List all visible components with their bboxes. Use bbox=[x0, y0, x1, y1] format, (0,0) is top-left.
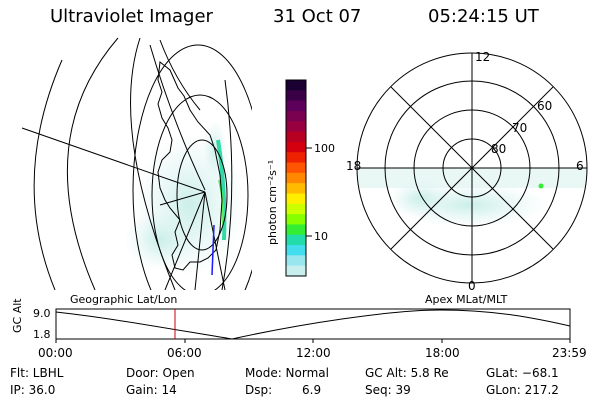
colorbar-band bbox=[286, 121, 306, 133]
colorbar-frame bbox=[285, 79, 307, 277]
altitude-ylabel: GC Alt bbox=[11, 298, 24, 333]
colorbar-band bbox=[286, 234, 306, 246]
latitude-circle bbox=[151, 94, 249, 290]
altitude-ymax: 9.0 bbox=[33, 307, 51, 320]
lat-label-70: 70 bbox=[512, 121, 527, 135]
status-glat: GLat: −68.1 bbox=[486, 366, 559, 380]
station-marker bbox=[538, 183, 544, 189]
limb-emission bbox=[218, 179, 225, 226]
status-flt: Flt: LBHL bbox=[10, 366, 64, 380]
colorbar-band bbox=[286, 183, 306, 195]
colorbar-band bbox=[286, 100, 306, 112]
polar-plot: 12 18 6 0 60 70 80 bbox=[346, 50, 588, 293]
status-ip: IP: 36.0 bbox=[10, 383, 55, 397]
colorbar-band bbox=[286, 255, 306, 267]
altitude-ymin: 1.8 bbox=[33, 328, 51, 341]
colorbar-unit-label: photon cm⁻²s⁻¹ bbox=[266, 160, 279, 245]
colorbar-band bbox=[286, 80, 306, 91]
colorbar-band bbox=[286, 172, 306, 184]
status-dsp-value: 6.9 bbox=[302, 383, 321, 397]
emission-haze bbox=[125, 210, 195, 270]
geographic-map bbox=[21, 37, 252, 290]
status-gc-alt: GC Alt: 5.8 Re bbox=[365, 366, 449, 380]
colorbar-tick-label: 10 bbox=[314, 230, 328, 243]
meridian-line bbox=[159, 39, 201, 111]
status-mode: Mode: Normal bbox=[245, 366, 329, 380]
terminator-line bbox=[211, 224, 215, 276]
colorbar-band bbox=[286, 152, 306, 164]
xtick-label: 12:00 bbox=[296, 346, 331, 360]
status-dsp-label: Dsp: bbox=[245, 383, 272, 397]
meridian-line bbox=[33, 59, 63, 290]
mlt-label-noon: 12 bbox=[475, 50, 490, 64]
altitude-curve bbox=[55, 309, 571, 340]
latitude-circle bbox=[132, 44, 252, 290]
date-label: 31 Oct 07 bbox=[273, 6, 362, 27]
lat-label-60: 60 bbox=[537, 99, 552, 113]
colorbar-band bbox=[286, 162, 306, 174]
colorbar bbox=[286, 80, 306, 277]
meridian-line bbox=[149, 44, 206, 191]
status-seq: Seq: 39 bbox=[365, 383, 411, 397]
colorbar-band bbox=[286, 193, 306, 205]
colorbar-band bbox=[286, 203, 306, 215]
xtick-label: 00:00 bbox=[38, 346, 73, 360]
grid-line bbox=[194, 191, 206, 290]
instrument-title: Ultraviolet Imager bbox=[50, 6, 213, 27]
grid-line bbox=[21, 127, 206, 193]
latitude-circle bbox=[176, 139, 228, 251]
limb-edge bbox=[221, 79, 233, 290]
mlt-label-dusk: 18 bbox=[346, 159, 361, 173]
colorbar-band bbox=[286, 90, 306, 102]
polar-panel-label: Apex MLat/MLT bbox=[425, 293, 508, 306]
mlt-line bbox=[390, 86, 554, 250]
emission-haze bbox=[390, 180, 450, 216]
limb-emission bbox=[216, 139, 227, 241]
meridian-line bbox=[66, 37, 119, 290]
altitude-xticks bbox=[55, 339, 571, 343]
colorbar-band bbox=[286, 131, 306, 143]
altitude-plot-frame bbox=[55, 308, 571, 340]
mlt-label-midnight: 0 bbox=[468, 279, 476, 293]
left-panel-label: Geographic Lat/Lon bbox=[70, 293, 177, 306]
grid-line bbox=[204, 191, 226, 290]
continent-outline bbox=[157, 61, 223, 271]
lat-label-80: 80 bbox=[491, 142, 506, 156]
xtick-label: 18:00 bbox=[425, 346, 460, 360]
colorbar-tick-label: 100 bbox=[314, 142, 335, 155]
mlt-label-dawn: 6 bbox=[576, 159, 584, 173]
grid-line bbox=[159, 191, 206, 206]
xtick-label: 06:00 bbox=[167, 346, 202, 360]
colorbar-band bbox=[286, 245, 306, 256]
time-label: 05:24:15 UT bbox=[428, 6, 539, 27]
colorbar-band bbox=[286, 214, 306, 226]
colorbar-band bbox=[286, 141, 306, 153]
colorbar-band bbox=[286, 224, 306, 236]
status-glon: GLon: 217.2 bbox=[486, 383, 559, 397]
xtick-label: 23:59 bbox=[552, 346, 587, 360]
grid-line bbox=[164, 191, 206, 290]
status-gain: Gain: 14 bbox=[126, 383, 177, 397]
colorbar-band bbox=[286, 110, 306, 122]
colorbar-band bbox=[286, 265, 306, 277]
status-door: Door: Open bbox=[126, 366, 195, 380]
